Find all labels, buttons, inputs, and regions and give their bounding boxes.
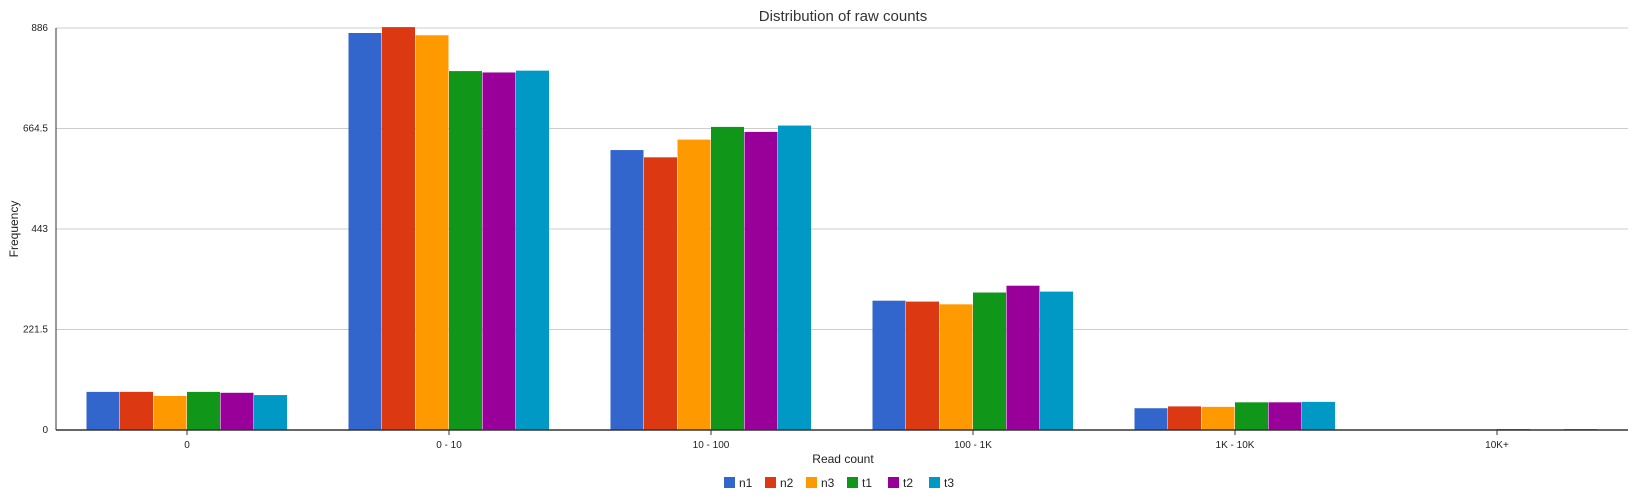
bar-t1-2[interactable] — [711, 126, 744, 431]
x-tick-labels: 0 0 - 10 10 - 100 100 - 1K 1K - 10K 10K+ — [184, 430, 1509, 451]
legend-swatch-n1[interactable] — [724, 477, 735, 488]
x-tick-label: 100 - 1K — [954, 440, 992, 451]
bar-n3-2[interactable] — [677, 139, 711, 430]
y-tick-label: 221.5 — [23, 325, 48, 336]
bar-t3-4[interactable] — [1302, 401, 1335, 430]
bar-t2-3[interactable] — [1006, 285, 1040, 430]
legend-swatch-t3[interactable] — [929, 477, 940, 488]
legend-label-n1[interactable]: n1 — [739, 476, 753, 490]
bar-n3-4[interactable] — [1201, 406, 1235, 430]
legend-label-t3[interactable]: t3 — [944, 476, 954, 490]
bar-n2-3[interactable] — [906, 301, 939, 430]
legend-label-n2[interactable]: n2 — [780, 476, 794, 490]
y-tick-label: 0 — [42, 425, 48, 436]
y-tick-label: 664.5 — [23, 124, 48, 135]
bar-t1-1[interactable] — [449, 71, 482, 431]
bar-n2-1[interactable] — [382, 27, 415, 430]
bar-n3-3[interactable] — [939, 304, 973, 430]
x-tick-label: 0 — [184, 440, 190, 451]
x-tick-label: 10K+ — [1485, 440, 1509, 451]
bar-n1-2[interactable] — [610, 150, 644, 430]
y-axis-title: Frequency — [7, 201, 21, 258]
bar-n3-1[interactable] — [415, 35, 449, 431]
bar-t3-1[interactable] — [516, 70, 549, 430]
bar-t3-3[interactable] — [1040, 291, 1073, 430]
legend-swatch-t1[interactable] — [847, 477, 858, 488]
legend-label-t1[interactable]: t1 — [862, 476, 872, 490]
y-tick-label: 443 — [31, 224, 48, 235]
bar-n2-0[interactable] — [120, 391, 153, 430]
legend-swatch-t2[interactable] — [888, 477, 899, 488]
chart-title: Distribution of raw counts — [759, 8, 927, 25]
x-tick-label: 10 - 100 — [693, 440, 730, 451]
legend-label-n3[interactable]: n3 — [821, 476, 835, 490]
y-tick-label: 886 — [31, 23, 48, 34]
x-axis-title: Read count — [812, 452, 874, 466]
bar-t3-2[interactable] — [778, 125, 811, 431]
bar-n3-0[interactable] — [153, 395, 187, 430]
bar-n2-2[interactable] — [644, 157, 677, 430]
x-tick-label: 0 - 10 — [436, 440, 462, 451]
legend-label-t2[interactable]: t2 — [903, 476, 913, 490]
bar-t2-4[interactable] — [1268, 402, 1302, 430]
bar-t2-1[interactable] — [482, 72, 516, 430]
x-tick-label: 1K - 10K — [1216, 440, 1255, 451]
bar-t2-0[interactable] — [220, 392, 254, 430]
gridlines — [56, 27, 1628, 330]
bar-t2-2[interactable] — [744, 131, 778, 430]
bar-t1-3[interactable] — [973, 292, 1006, 430]
legend-swatch-n2[interactable] — [765, 477, 776, 488]
bar-n1-4[interactable] — [1134, 408, 1168, 430]
bar-n1-1[interactable] — [348, 32, 382, 431]
legend: n1 n2 n3 t1 t2 t3 — [724, 476, 954, 490]
legend-swatch-n3[interactable] — [806, 477, 817, 488]
y-tick-labels: 0 221.5 443 664.5 886 — [23, 23, 48, 436]
bar-t3-0[interactable] — [254, 395, 287, 430]
bar-t1-0[interactable] — [187, 391, 220, 430]
bar-t1-4[interactable] — [1235, 402, 1268, 430]
axes — [55, 28, 1628, 431]
bars — [86, 27, 1597, 431]
bar-n2-4[interactable] — [1168, 406, 1201, 430]
bar-n1-3[interactable] — [872, 300, 906, 430]
bar-n1-0[interactable] — [86, 391, 120, 430]
